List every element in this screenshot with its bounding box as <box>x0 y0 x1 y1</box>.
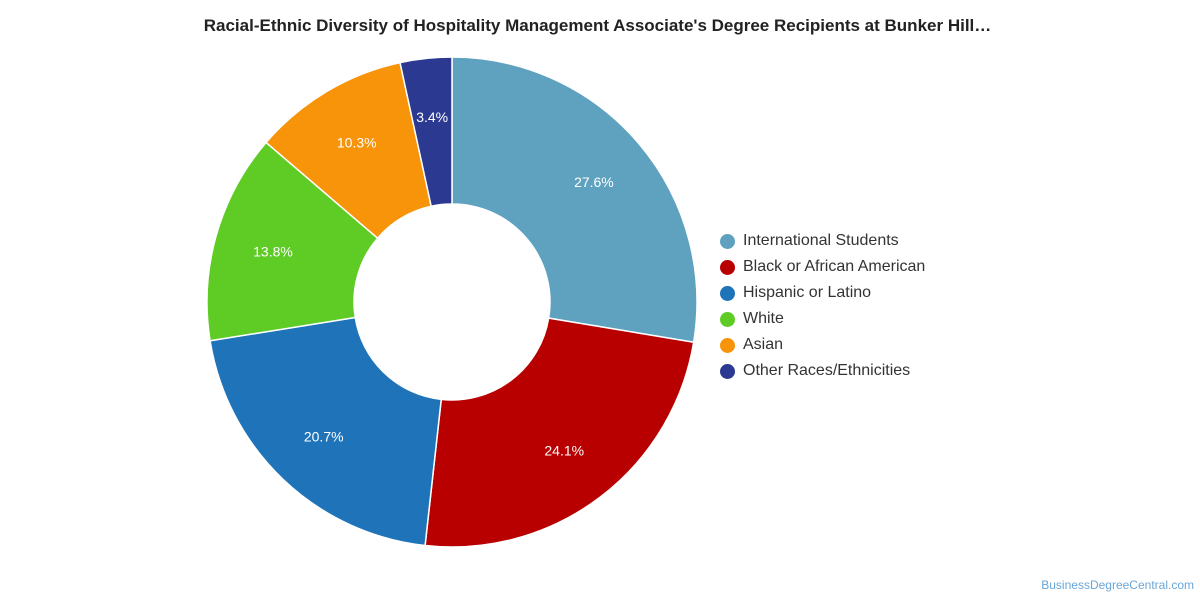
legend-label: Asian <box>743 336 784 353</box>
legend-label: Black or African American <box>743 258 926 275</box>
legend-swatch <box>720 337 735 353</box>
legend-item[interactable]: Hispanic or Latino <box>720 280 925 306</box>
legend-item[interactable]: White <box>720 306 925 332</box>
donut-slice-6 <box>399 56 453 208</box>
slice-label-4: 13.8% <box>253 243 293 259</box>
legend-label: Hispanic or Latino <box>743 284 872 301</box>
slice-label-2: 24.1% <box>544 442 584 458</box>
legend-swatch <box>720 233 735 249</box>
donut-slice-3 <box>209 316 443 547</box>
legend-swatch <box>720 285 735 301</box>
donut-slice-4 <box>206 141 379 342</box>
slice-label-3: 20.7% <box>304 429 344 445</box>
slice-label-5: 10.3% <box>337 134 377 150</box>
legend-item[interactable]: Asian <box>720 332 925 358</box>
legend-swatch <box>720 259 735 275</box>
slice-label-1: 27.6% <box>574 174 614 190</box>
chart-legend: International Students Black or African A… <box>720 228 925 384</box>
legend-label: International Students <box>743 232 899 249</box>
legend-item[interactable]: Black or African American <box>720 254 925 280</box>
legend-label: Other Races/Ethnicities <box>743 362 911 379</box>
slice-label-6: 3.4% <box>416 109 448 125</box>
chart-title: Racial-Ethnic Diversity of Hospitality M… <box>203 16 992 35</box>
legend-item[interactable]: International Students <box>720 228 925 254</box>
watermark: BusinessDegreeCentral.com <box>1041 578 1194 592</box>
legend-item[interactable]: Other Races/Ethnicities <box>720 358 925 384</box>
donut-slice-2 <box>424 317 695 548</box>
donut-slice-1 <box>451 56 698 344</box>
legend-swatch <box>720 311 735 327</box>
legend-swatch <box>720 363 735 379</box>
legend-label: White <box>743 310 784 327</box>
donut-slice-5 <box>265 61 433 240</box>
